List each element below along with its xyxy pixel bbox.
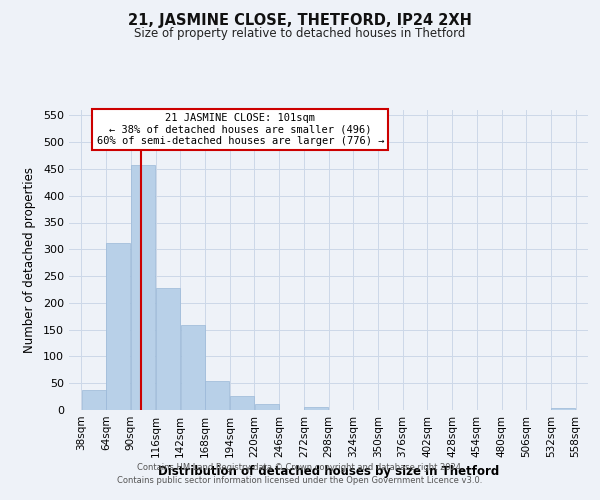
X-axis label: Distribution of detached houses by size in Thetford: Distribution of detached houses by size …: [158, 466, 499, 478]
Bar: [255, 404, 278, 410]
Bar: [230, 396, 254, 410]
Text: Size of property relative to detached houses in Thetford: Size of property relative to detached ho…: [134, 28, 466, 40]
Bar: [181, 325, 205, 410]
Bar: [205, 380, 229, 410]
Text: 21 JASMINE CLOSE: 101sqm
← 38% of detached houses are smaller (496)
60% of semi-: 21 JASMINE CLOSE: 101sqm ← 38% of detach…: [97, 113, 384, 146]
Text: Contains HM Land Registry data © Crown copyright and database right 2024.: Contains HM Land Registry data © Crown c…: [137, 464, 463, 472]
Bar: [106, 244, 130, 410]
Y-axis label: Number of detached properties: Number of detached properties: [23, 167, 36, 353]
Bar: [156, 288, 180, 410]
Text: Contains public sector information licensed under the Open Government Licence v3: Contains public sector information licen…: [118, 476, 482, 485]
Bar: [551, 408, 575, 410]
Bar: [304, 408, 328, 410]
Text: 21, JASMINE CLOSE, THETFORD, IP24 2XH: 21, JASMINE CLOSE, THETFORD, IP24 2XH: [128, 12, 472, 28]
Bar: [131, 164, 155, 410]
Bar: [82, 390, 106, 410]
